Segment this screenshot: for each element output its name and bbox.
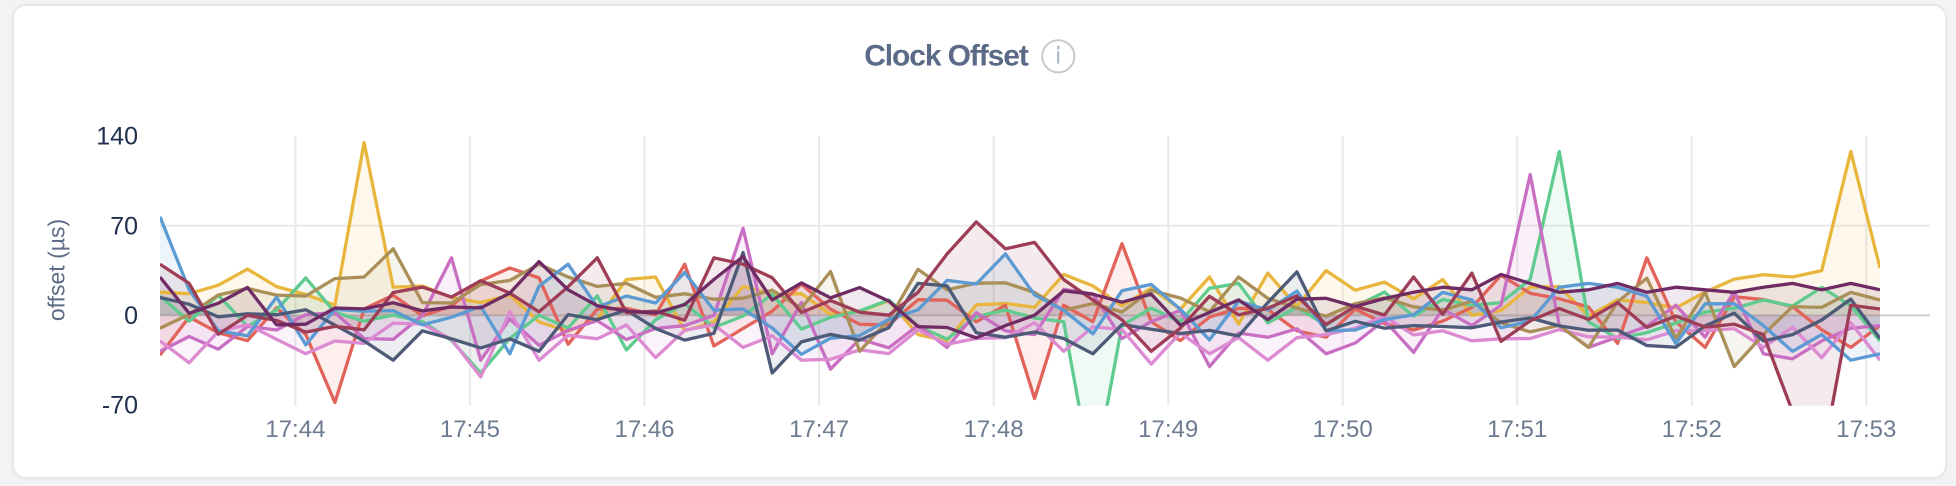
svg-text:70: 70 (110, 212, 138, 240)
svg-text:17:50: 17:50 (1313, 416, 1373, 443)
svg-text:17:52: 17:52 (1662, 416, 1722, 443)
svg-text:17:47: 17:47 (789, 416, 849, 443)
svg-text:17:53: 17:53 (1836, 416, 1896, 443)
svg-text:17:51: 17:51 (1487, 416, 1547, 443)
svg-text:offset (µs): offset (µs) (44, 219, 70, 321)
svg-text:140: 140 (96, 123, 138, 151)
svg-text:17:44: 17:44 (265, 416, 325, 443)
svg-text:17:48: 17:48 (964, 416, 1024, 443)
svg-text:0: 0 (124, 302, 138, 330)
svg-text:Clock Offset: Clock Offset (864, 40, 1029, 73)
svg-text:17:45: 17:45 (440, 416, 500, 443)
svg-text:17:49: 17:49 (1138, 416, 1198, 443)
svg-text:-70: -70 (102, 392, 138, 420)
svg-text:17:46: 17:46 (614, 416, 674, 443)
